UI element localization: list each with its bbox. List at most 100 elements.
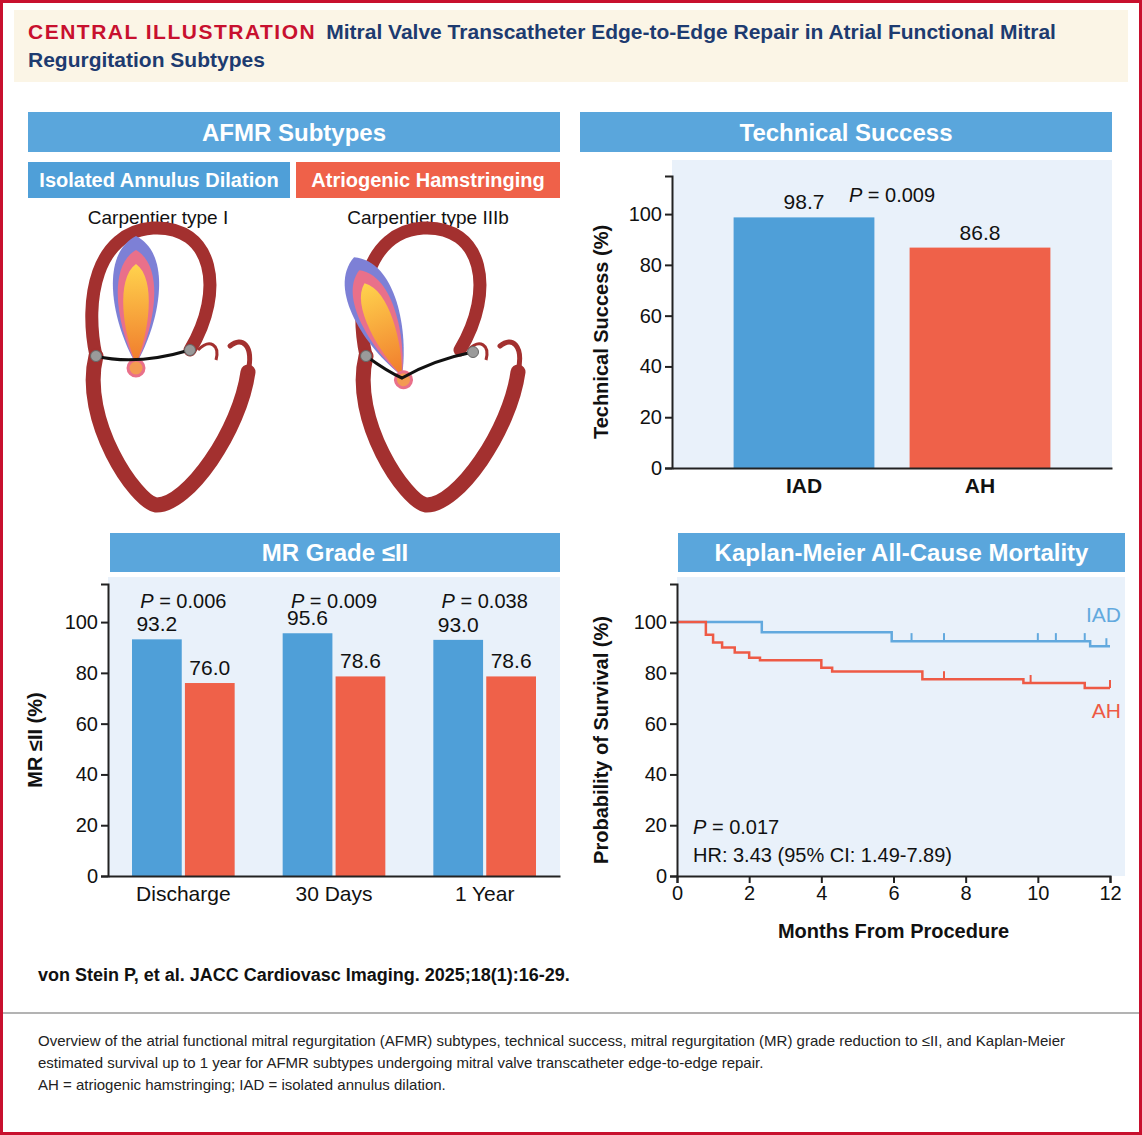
annulus-hinge <box>468 347 479 358</box>
caption-text: Overview of the atrial functional mitral… <box>38 1030 1108 1074</box>
y-axis-title: Technical Success (%) <box>590 225 612 439</box>
y-axis-title: Probability of Survival (%) <box>590 616 612 864</box>
bars <box>132 633 536 876</box>
panel-header <box>28 112 560 152</box>
panel-header <box>110 533 560 572</box>
data-label: 78.6 <box>340 649 381 672</box>
tick-mark <box>665 214 672 216</box>
plot-background <box>108 577 560 876</box>
tick-label: 30 Days <box>295 882 372 905</box>
axis: 020406080100 <box>634 585 678 887</box>
data-label: 98.7 <box>784 190 825 213</box>
censor-mark <box>1030 675 1032 683</box>
axis: IADAH <box>673 469 1113 497</box>
axis: 0 20 40 60 80 100 <box>65 585 109 887</box>
papillary <box>468 344 487 360</box>
panel-header <box>296 162 560 198</box>
jet-orifice <box>128 360 144 376</box>
tick: 80 <box>640 254 672 276</box>
annotation: HR: 3.43 (95% CI: 1.49-7.89) <box>693 844 952 866</box>
heart-diagram <box>333 228 520 505</box>
tick-label: 0 <box>656 865 667 887</box>
censor-mark <box>911 633 913 641</box>
tick: 100 <box>629 203 672 225</box>
tick-label: 40 <box>76 763 98 785</box>
tick: 0 <box>87 865 108 887</box>
data-label: 93.2 <box>136 612 177 635</box>
annotation: P = 0.009 <box>849 184 935 206</box>
annotation: P = 0.017 <box>693 816 779 838</box>
bar <box>734 217 875 468</box>
censor-mark <box>1084 633 1086 641</box>
tick: 12 <box>1099 876 1121 904</box>
ventricle-wall <box>363 356 518 505</box>
panel-title: AFMR Subtypes <box>202 119 386 146</box>
tick-label: 100 <box>629 203 662 225</box>
regurgitant-jet <box>113 236 159 376</box>
tick-mark <box>101 723 108 725</box>
tick-label: 0 <box>672 882 683 904</box>
tick-mark <box>670 876 677 878</box>
axis-line <box>101 585 109 877</box>
tick: 0 <box>672 876 683 904</box>
data-label: 93.0 <box>438 613 479 636</box>
panel-title: Isolated Annulus Dilation <box>39 169 278 191</box>
tick-mark <box>665 468 672 470</box>
tick-label: 60 <box>645 713 667 735</box>
tick: 10 <box>1027 876 1049 904</box>
annulus-hinge <box>361 351 372 362</box>
tick-label: 40 <box>645 763 667 785</box>
tick: 80 <box>645 662 677 684</box>
heart-diagram <box>91 228 250 505</box>
leaflets <box>366 352 473 378</box>
jet-middle <box>118 250 155 364</box>
tick-label: 20 <box>640 406 662 428</box>
tick: 2 <box>744 876 755 904</box>
tick: IAD <box>786 474 822 497</box>
separator <box>3 1012 1139 1014</box>
tick: 4 <box>816 876 827 904</box>
tick-label: Discharge <box>136 882 231 905</box>
jet-outer <box>113 236 159 364</box>
tick: 20 <box>640 406 672 428</box>
tick-label: 80 <box>645 662 667 684</box>
tick-mark <box>670 723 677 725</box>
bar <box>910 248 1051 468</box>
tick-label: 60 <box>76 713 98 735</box>
tick-label: 2 <box>744 882 755 904</box>
panel-header <box>28 162 290 198</box>
tick-mark <box>101 876 108 878</box>
censor-mark <box>1109 680 1111 688</box>
annotation: P = 0.009 <box>291 590 377 612</box>
tick-label: 8 <box>961 882 972 904</box>
panel-header <box>678 533 1125 572</box>
axis: Discharge 30 Days 1 Year <box>109 877 561 905</box>
citation: von Stein P, et al. JACC Cardiovasc Imag… <box>38 965 570 985</box>
tick-label: 80 <box>640 254 662 276</box>
axis-line <box>670 585 678 877</box>
annotations: P = 0.009 <box>849 184 935 206</box>
tick: 20 <box>76 814 108 836</box>
tick-label: 80 <box>76 662 98 684</box>
panel-title: Kaplan-Meier All-Cause Mortality <box>715 539 1090 566</box>
x-axis-title: Months From Procedure <box>778 920 1009 942</box>
tick-label: 0 <box>651 457 662 479</box>
tick: 30 Days <box>295 882 372 905</box>
aortic-root <box>500 342 520 372</box>
axis-line <box>665 177 673 469</box>
jet-core <box>353 278 414 380</box>
frame <box>2 2 1141 1134</box>
tick: 40 <box>645 763 677 785</box>
tick-label: 1 Year <box>455 882 515 905</box>
bars <box>734 217 1051 468</box>
panel-title: Technical Success <box>740 119 953 146</box>
tick: 100 <box>65 611 108 633</box>
tick: 40 <box>76 763 108 785</box>
series-labels: IADAH <box>1086 603 1121 722</box>
tick: 8 <box>961 876 972 904</box>
ventricle-wall <box>93 356 248 505</box>
tick: 1 Year <box>455 882 515 905</box>
tick-mark <box>101 774 108 776</box>
tick-mark <box>101 672 108 674</box>
axis-line <box>673 468 1113 470</box>
